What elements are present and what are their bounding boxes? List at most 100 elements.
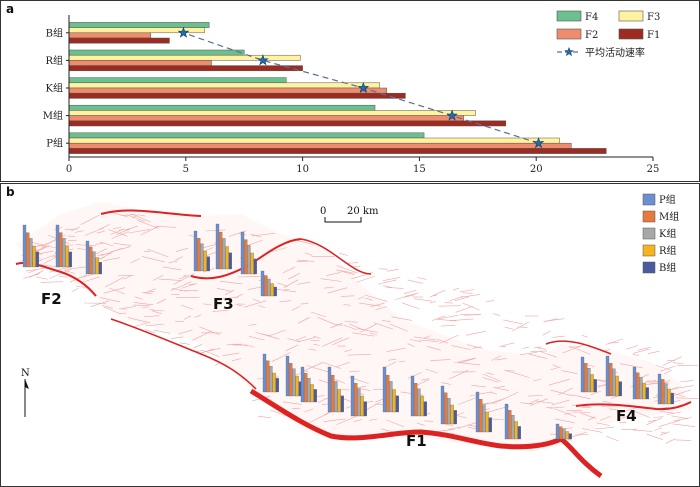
histogram-bar-4-1 <box>219 231 223 270</box>
histogram-bar-0-4 <box>35 251 39 268</box>
scale-label-20km: 20 km <box>347 206 379 217</box>
histogram-bar-13-1 <box>414 383 418 417</box>
bar-f2-1 <box>68 115 465 122</box>
fault-label-f2: F2 <box>41 290 62 308</box>
x-tick-label-1: 5 <box>183 164 189 175</box>
bar-f1-1 <box>68 120 507 127</box>
histogram-bar-2-1 <box>89 246 93 275</box>
category-label-3: R组 <box>45 54 63 67</box>
histogram-bar-16-4 <box>517 426 521 440</box>
histogram-bar-8-1 <box>289 363 293 397</box>
histogram-bar-4-0 <box>215 223 220 270</box>
histogram-bar-14-0 <box>440 385 445 425</box>
histogram-bar-20-2 <box>639 377 643 400</box>
x-tick-label-5: 25 <box>647 164 660 175</box>
map-legend-swatch-4 <box>642 261 656 274</box>
histogram-bar-18-0 <box>580 356 585 393</box>
histogram-bar-19-2 <box>612 368 616 397</box>
histogram-bar-8-3 <box>295 375 299 397</box>
bar-f4-3 <box>68 49 245 56</box>
map-legend-label-4: B组 <box>659 261 676 274</box>
scale-bar: 0 20 km <box>320 206 379 223</box>
histogram-bar-10-2 <box>334 381 338 413</box>
histogram-bar-9-4 <box>313 389 317 403</box>
legend-swatch-f2 <box>556 28 582 40</box>
histogram-bar-13-0 <box>410 375 415 417</box>
histogram-bar-1-0 <box>55 224 60 268</box>
histogram-bar-18-2 <box>587 368 591 393</box>
legend-label-f3: F3 <box>647 12 660 23</box>
histogram-bar-3-0 <box>193 230 198 272</box>
legend-label-f1: F1 <box>647 30 660 41</box>
histogram-bar-12-0 <box>382 366 387 413</box>
histogram-bar-3-2 <box>200 243 204 272</box>
legend-label-average: 平均活动速率 <box>585 46 645 59</box>
north-label: N <box>21 368 30 379</box>
histogram-bar-19-1 <box>609 363 613 397</box>
histogram-bar-9-2 <box>307 378 311 403</box>
histogram-bar-21-2 <box>664 383 668 405</box>
bar-f1-0 <box>68 148 607 154</box>
fault-label-f3: F3 <box>213 295 234 313</box>
histogram-bar-7-3 <box>272 372 276 393</box>
histogram-bar-17-3 <box>565 431 569 440</box>
histogram-bar-1-1 <box>59 232 63 268</box>
histogram-bar-0-2 <box>29 238 33 268</box>
bar-f2-3 <box>68 60 212 66</box>
histogram-bar-7-1 <box>266 360 270 393</box>
fault-f3b-trace <box>300 238 372 275</box>
histogram-bar-17-0 <box>555 423 560 440</box>
histogram-bar-2-4 <box>98 261 102 275</box>
histogram-bar-4-2 <box>222 238 226 270</box>
histogram-bar-10-1 <box>331 374 335 413</box>
histogram-bar-0-0 <box>22 224 27 268</box>
map-legend-swatch-0 <box>642 193 656 206</box>
histogram-bar-1-4 <box>68 251 72 268</box>
histogram-bar-16-1 <box>508 410 512 440</box>
histogram-bar-8-2 <box>292 368 296 397</box>
histogram-bar-20-4 <box>645 387 649 400</box>
map-legend-swatch-1 <box>642 210 656 223</box>
legend-swatch-f3 <box>618 10 644 22</box>
histogram-bar-20-1 <box>636 372 640 400</box>
histogram-bar-5-4 <box>253 258 257 275</box>
x-tick-label-4: 20 <box>530 164 543 175</box>
average-rate-star-1 <box>446 109 458 121</box>
histogram-bar-12-1 <box>386 374 390 413</box>
histogram-bar-7-2 <box>269 366 273 393</box>
bar-f4-0 <box>68 132 425 139</box>
north-arrow-icon: N <box>21 368 30 417</box>
histogram-bar-15-3 <box>485 411 489 433</box>
histogram-bar-11-3 <box>360 395 364 417</box>
histogram-bar-10-4 <box>340 395 344 413</box>
histogram-bar-10-0 <box>327 366 332 413</box>
category-label-0: P组 <box>46 137 63 150</box>
histogram-bar-11-2 <box>357 388 361 417</box>
histogram-bar-9-0 <box>300 366 305 403</box>
bar-f2-2 <box>68 87 387 94</box>
histogram-bar-9-3 <box>310 384 314 403</box>
map-legend-swatch-3 <box>642 244 656 257</box>
histogram-bar-4-3 <box>225 246 229 270</box>
basin-area <box>16 202 691 452</box>
histogram-bar-14-3 <box>450 404 454 425</box>
map-legend-label-3: R组 <box>659 244 677 257</box>
bar-f3-1 <box>68 110 476 116</box>
histogram-bar-17-2 <box>562 428 566 440</box>
histogram-bar-5-1 <box>244 239 248 275</box>
histogram-bar-12-4 <box>395 395 399 413</box>
histogram-bar-5-0 <box>240 231 245 275</box>
histogram-bar-8-0 <box>285 355 290 397</box>
histogram-bar-16-2 <box>511 415 515 440</box>
histogram-bar-16-3 <box>514 421 518 440</box>
x-tick-label-0: 0 <box>66 164 72 175</box>
bar-f4-2 <box>68 77 287 84</box>
histogram-bar-19-3 <box>615 375 619 397</box>
histogram-bar-18-3 <box>590 374 594 393</box>
histogram-bar-19-4 <box>618 381 622 397</box>
histogram-bar-9-1 <box>304 373 308 403</box>
histogram-bar-6-1 <box>264 275 268 297</box>
histogram-bar-16-0 <box>504 403 509 440</box>
histogram-bar-21-0 <box>657 373 662 405</box>
bar-f3-2 <box>68 82 380 89</box>
